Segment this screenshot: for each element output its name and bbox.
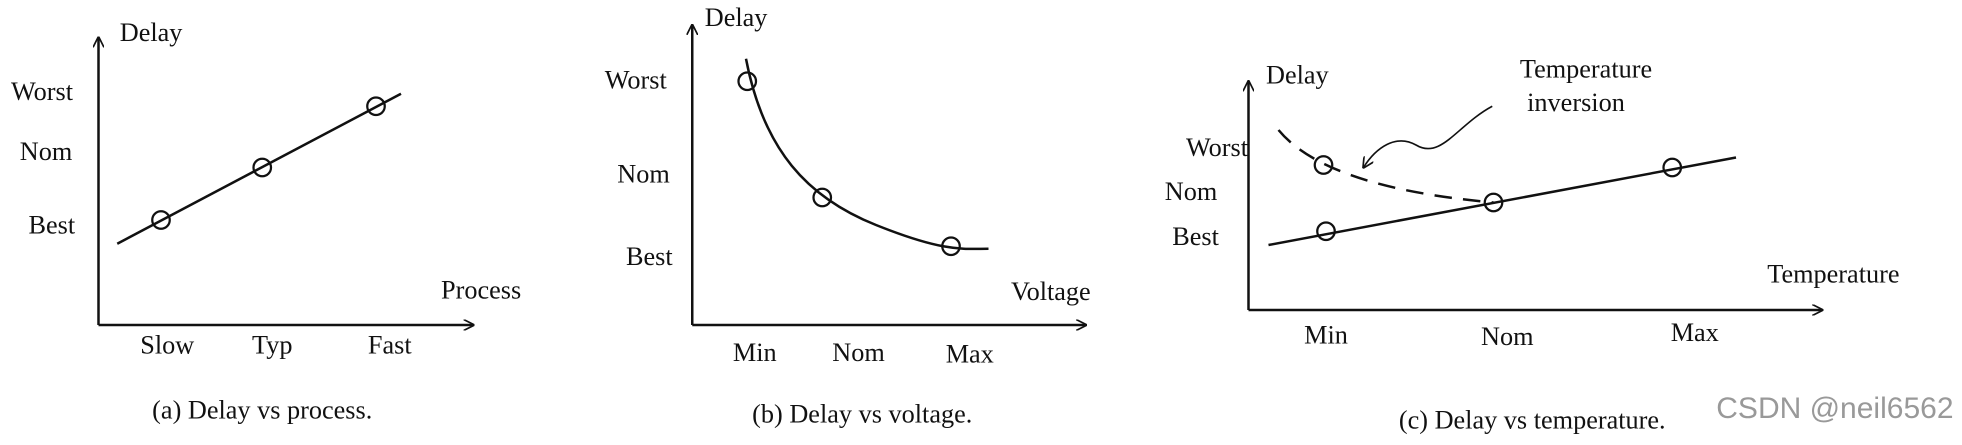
point bbox=[366, 96, 386, 117]
x-level: Typ bbox=[252, 331, 292, 360]
point bbox=[941, 236, 961, 257]
point bbox=[1662, 157, 1683, 178]
y-level: Nom bbox=[617, 159, 670, 188]
caption: (b) Delay vs voltage. bbox=[752, 399, 972, 428]
y-level: Nom bbox=[1165, 177, 1218, 206]
panel-a: Delay Worst Nom Best Process Slow Typ Fa… bbox=[11, 18, 521, 425]
y-level: Worst bbox=[1186, 133, 1249, 162]
y-level: Best bbox=[626, 242, 673, 271]
y-label: Delay bbox=[120, 18, 184, 47]
y-level: Worst bbox=[605, 66, 668, 95]
x-level: Fast bbox=[368, 331, 412, 360]
x-level: Slow bbox=[140, 331, 194, 360]
y-label: Delay bbox=[1266, 61, 1330, 90]
point bbox=[252, 157, 273, 178]
x-label: Temperature bbox=[1767, 259, 1899, 288]
annotation-arrow bbox=[1364, 105, 1493, 167]
y-level: Nom bbox=[20, 137, 73, 166]
inversion-curve bbox=[1277, 129, 1494, 204]
point bbox=[812, 187, 833, 208]
x-label: Voltage bbox=[1011, 277, 1091, 306]
annotation: Temperature bbox=[1520, 54, 1652, 83]
x-level: Max bbox=[946, 339, 994, 368]
y-level: Best bbox=[1172, 222, 1219, 251]
panel-b: Delay Worst Nom Best Voltage Min Nom Max… bbox=[605, 3, 1091, 428]
delay-curve bbox=[744, 58, 989, 251]
point bbox=[1313, 155, 1334, 175]
x-level: Min bbox=[1304, 321, 1348, 350]
x-level: Nom bbox=[1481, 322, 1534, 351]
point bbox=[737, 71, 758, 92]
y-level: Best bbox=[29, 211, 76, 240]
point bbox=[1316, 221, 1336, 242]
x-level: Min bbox=[733, 338, 777, 367]
panel-c: Delay Worst Nom Best Temperature Min Nom… bbox=[1165, 54, 1900, 434]
y-label: Delay bbox=[705, 3, 769, 32]
delay-line bbox=[116, 92, 402, 245]
caption: (c) Delay vs temperature. bbox=[1399, 406, 1666, 435]
caption: (a) Delay vs process. bbox=[152, 396, 372, 425]
point bbox=[151, 210, 171, 230]
x-level: Max bbox=[1671, 318, 1719, 347]
x-label: Process bbox=[441, 276, 521, 305]
point bbox=[1483, 192, 1504, 213]
watermark: CSDN @neil6562 bbox=[1716, 392, 1953, 425]
y-level: Worst bbox=[11, 77, 74, 106]
x-level: Nom bbox=[832, 338, 885, 367]
annotation: inversion bbox=[1527, 88, 1625, 117]
